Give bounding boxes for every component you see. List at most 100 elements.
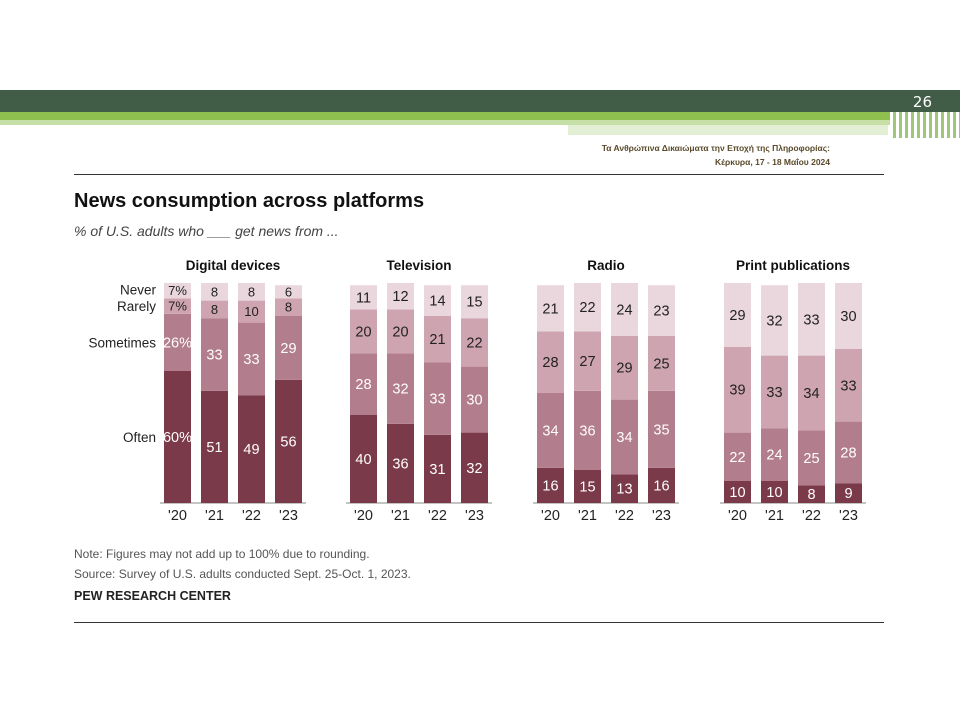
segment-label-often: Often [123, 430, 156, 445]
data-label-1-2-never: 8 [211, 284, 218, 299]
bar-2-4-rarely [461, 318, 488, 367]
bar-1-3-rarely [238, 300, 265, 323]
bar-2-1-rarely [350, 309, 377, 354]
data-label-3-3-often: 13 [616, 482, 632, 498]
bar-3-1-often [537, 467, 564, 503]
data-label-2-4-often: 32 [466, 461, 482, 477]
bar-1-4-sometimes [275, 316, 302, 380]
data-label-2-4-rarely: 22 [466, 335, 482, 351]
panel-title-2: Television [386, 258, 451, 273]
bar-1-4-often [275, 379, 302, 503]
data-label-1-3-never: 8 [248, 284, 255, 299]
bar-2-4-often [461, 432, 488, 503]
data-label-4-1-often: 10 [729, 485, 745, 501]
bar-3-1-rarely [537, 331, 564, 393]
data-label-2-2-never: 12 [392, 289, 408, 305]
slide-header-green-stripe [0, 112, 960, 120]
bar-2-2-rarely [387, 309, 414, 354]
x-tick-label-3-1: '20 [541, 508, 560, 524]
x-tick-label-4-3: '22 [802, 508, 821, 524]
bar-1-2-never [201, 283, 228, 301]
bar-3-2-sometimes [574, 390, 601, 470]
data-label-1-2-sometimes: 33 [206, 348, 222, 364]
data-label-4-2-sometimes: 24 [766, 448, 782, 464]
data-label-4-2-often: 10 [766, 485, 782, 501]
data-label-3-4-often: 16 [653, 478, 669, 494]
bar-4-3-rarely [798, 355, 825, 431]
bar-2-1-never [350, 285, 377, 310]
bar-4-4-often [835, 483, 862, 503]
data-label-3-1-rarely: 28 [542, 355, 558, 371]
data-label-1-2-rarely: 8 [211, 302, 218, 317]
bar-4-2-sometimes [761, 428, 788, 481]
bar-3-3-sometimes [611, 399, 638, 475]
data-label-3-4-never: 23 [653, 304, 669, 320]
data-label-1-1-often: 60% [163, 430, 192, 446]
data-label-2-2-sometimes: 32 [392, 382, 408, 398]
data-label-2-3-rarely: 21 [429, 332, 445, 348]
bar-1-1-sometimes [164, 313, 191, 371]
x-tick-label-4-1: '20 [728, 508, 747, 524]
data-label-1-3-sometimes: 33 [243, 352, 259, 368]
x-tick-label-2-3: '22 [428, 508, 447, 524]
data-label-1-4-sometimes: 29 [280, 341, 296, 357]
conference-line-1: Τα Ανθρώπινα Δικαιώματα την Εποχή της Πλ… [601, 143, 830, 153]
bar-2-3-often [424, 434, 451, 503]
data-label-2-4-never: 15 [466, 295, 482, 311]
bar-4-4-rarely [835, 349, 862, 422]
segment-label-sometimes: Sometimes [88, 335, 156, 350]
bar-4-1-never [724, 283, 751, 347]
x-tick-label-1-4: '23 [279, 508, 298, 524]
bar-3-3-never [611, 283, 638, 336]
panel-title-3: Radio [587, 258, 625, 273]
data-label-4-3-rarely: 34 [803, 386, 819, 402]
x-tick-label-2-4: '23 [465, 508, 484, 524]
data-label-1-3-rarely: 10 [244, 304, 258, 319]
chart-title: News consumption across platforms [74, 190, 425, 212]
slide-header-bar [0, 90, 960, 112]
bar-2-3-never [424, 285, 451, 316]
data-label-1-1-rarely: 7% [168, 299, 187, 314]
data-label-3-3-sometimes: 34 [616, 430, 632, 446]
panel-title-4: Print publications [736, 258, 850, 273]
bar-2-3-sometimes [424, 362, 451, 435]
data-label-4-3-never: 33 [803, 312, 819, 328]
data-label-1-1-sometimes: 26% [163, 335, 192, 351]
bar-3-4-rarely [648, 335, 675, 391]
bar-3-4-often [648, 467, 675, 503]
bar-4-2-often [761, 481, 788, 503]
data-label-2-2-often: 36 [392, 456, 408, 472]
bar-1-2-sometimes [201, 318, 228, 391]
bar-1-1-rarely [164, 298, 191, 314]
x-tick-label-2-2: '21 [391, 508, 410, 524]
bar-2-4-never [461, 285, 488, 319]
bar-2-4-sometimes [461, 366, 488, 433]
data-label-3-3-rarely: 29 [616, 361, 632, 377]
bar-2-2-never [387, 283, 414, 310]
source-text: Source: Survey of U.S. adults conducted … [74, 567, 411, 581]
x-tick-label-1-2: '21 [205, 508, 224, 524]
data-label-2-1-often: 40 [355, 452, 371, 468]
x-tick-label-3-2: '21 [578, 508, 597, 524]
data-label-3-3-never: 24 [616, 302, 632, 318]
top-rule [74, 174, 884, 175]
data-label-2-3-often: 31 [429, 462, 445, 478]
bar-4-3-often [798, 485, 825, 503]
data-label-1-2-often: 51 [206, 440, 222, 456]
slide-header-light-stripe [0, 120, 960, 125]
data-label-2-1-sometimes: 28 [355, 377, 371, 393]
note-text: Note: Figures may not add up to 100% due… [74, 547, 370, 561]
data-label-3-4-sometimes: 35 [653, 422, 669, 438]
bar-1-3-sometimes [238, 322, 265, 396]
data-label-3-1-often: 16 [542, 478, 558, 494]
chart-notes: Note: Figures may not add up to 100% due… [74, 544, 411, 584]
bar-4-4-never [835, 283, 862, 349]
x-tick-label-1-3: '22 [242, 508, 261, 524]
data-label-3-1-sometimes: 34 [542, 423, 558, 439]
bar-2-1-often [350, 415, 377, 503]
pew-logo-text: PEW RESEARCH CENTER [74, 589, 231, 603]
bar-3-3-often [611, 474, 638, 503]
bar-4-3-sometimes [798, 430, 825, 486]
bar-4-1-sometimes [724, 432, 751, 481]
data-label-4-3-often: 8 [807, 487, 815, 503]
